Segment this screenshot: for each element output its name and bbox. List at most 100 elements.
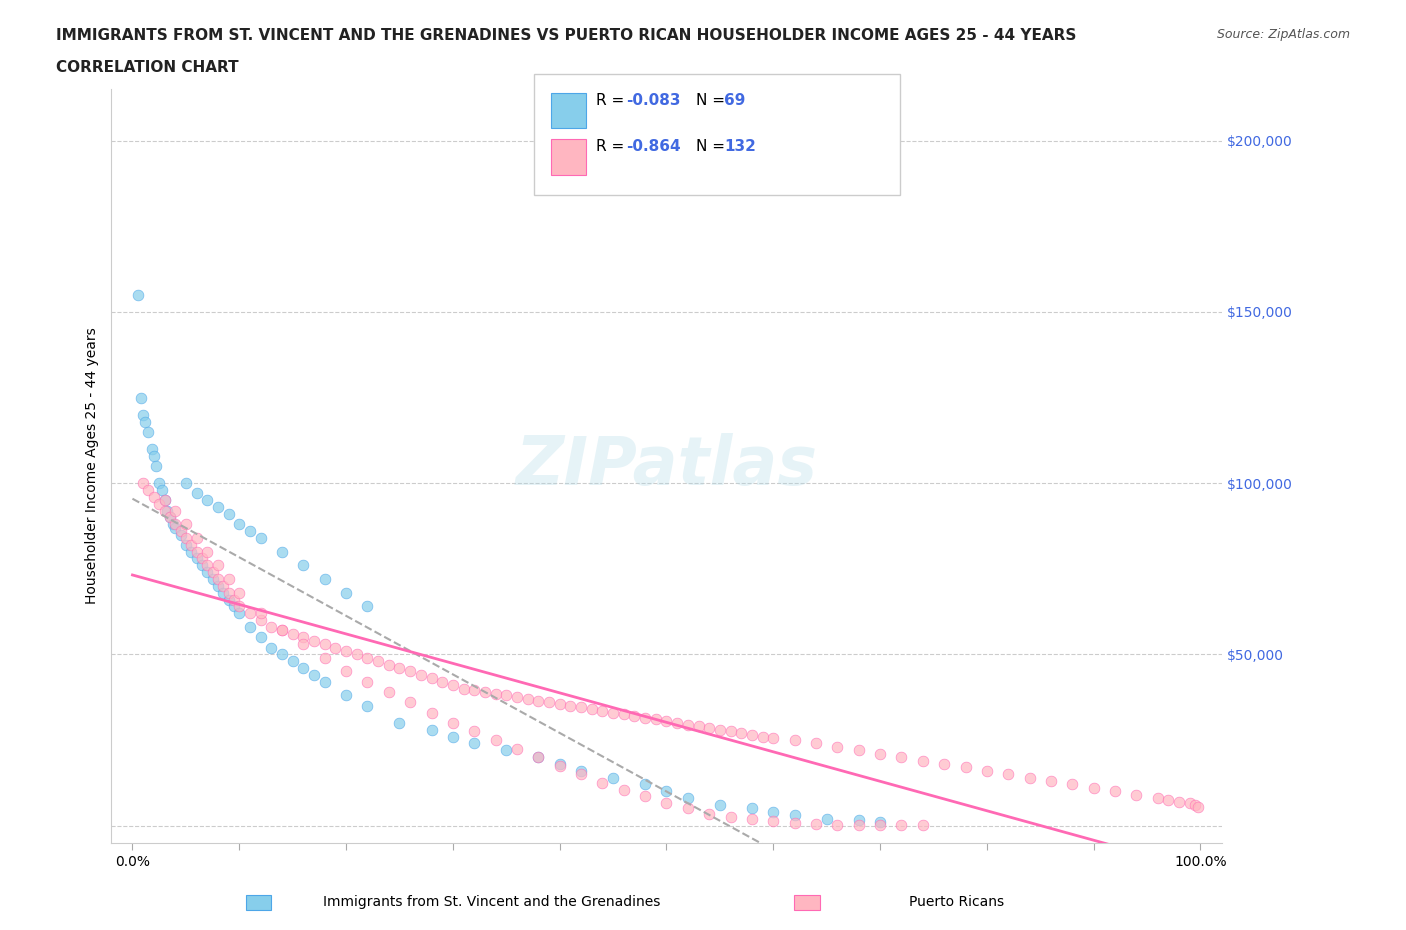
Point [997,766,1019,781]
Point [1039,774,1062,789]
Point [186,544,208,559]
Point [153,493,176,508]
Point [591,776,613,790]
Point [159,510,181,525]
Point [302,668,325,683]
Point [804,817,827,831]
Point [527,693,550,708]
Point [560,698,582,713]
Point [335,664,357,679]
Point [314,674,336,689]
Point [441,678,464,693]
Point [201,565,224,579]
Point [314,650,336,665]
Point [709,798,731,813]
Point [186,486,208,501]
Point [676,801,699,816]
Point [741,801,763,816]
Text: N =: N = [696,140,730,154]
Point [1168,794,1191,809]
Point [145,458,167,473]
Point [191,551,214,566]
Point [148,476,170,491]
Point [720,724,742,738]
Point [132,407,155,422]
Point [1104,784,1126,799]
Point [527,750,550,764]
Text: -0.083: -0.083 [626,93,681,108]
Text: R =: R = [596,140,630,154]
Point [138,483,160,498]
Point [195,558,218,573]
Point [409,668,432,683]
Point [388,660,411,675]
Point [432,674,454,689]
Point [591,703,613,718]
Point [676,717,699,732]
Point [228,599,250,614]
Point [581,702,603,717]
Point [869,815,891,830]
Point [453,681,475,696]
Point [174,538,197,552]
Text: -0.864: -0.864 [626,140,681,154]
Point [239,524,262,538]
Point [1157,792,1180,807]
Point [655,784,678,799]
Point [356,650,378,665]
Point [129,390,152,405]
Point [602,770,624,785]
Point [207,499,229,514]
Point [201,572,224,587]
Point [378,658,401,672]
Point [162,517,184,532]
Point [463,736,485,751]
Text: N =: N = [696,93,730,108]
Point [751,729,773,744]
Point [890,750,912,764]
Point [911,817,934,832]
Point [827,739,849,754]
Point [218,507,240,522]
Point [1178,796,1201,811]
Point [292,637,315,652]
Text: CORRELATION CHART: CORRELATION CHART [56,60,239,75]
Point [634,711,657,725]
Point [569,700,592,715]
Point [239,619,262,634]
Point [292,660,315,675]
Point [142,489,165,504]
Point [463,724,485,738]
Point [474,684,496,699]
Point [346,647,368,662]
Point [955,760,977,775]
Point [463,683,485,698]
Point [634,789,657,804]
Point [1018,770,1040,785]
Point [569,764,592,778]
Point [281,654,304,669]
Point [228,605,250,620]
Point [292,558,315,573]
Point [934,756,956,771]
Point [159,510,181,525]
Point [174,530,197,545]
Point [697,806,720,821]
Point [506,690,529,705]
Point [569,766,592,781]
Point [195,493,218,508]
Point [804,736,827,751]
Point [132,476,155,491]
Text: 132: 132 [724,140,756,154]
Point [218,592,240,607]
Point [169,527,191,542]
Point [127,287,149,302]
Point [441,729,464,744]
Point [191,558,214,573]
Point [249,613,271,628]
Point [848,817,870,832]
Point [271,623,294,638]
Point [869,746,891,761]
Point [848,813,870,828]
Point [260,619,283,634]
